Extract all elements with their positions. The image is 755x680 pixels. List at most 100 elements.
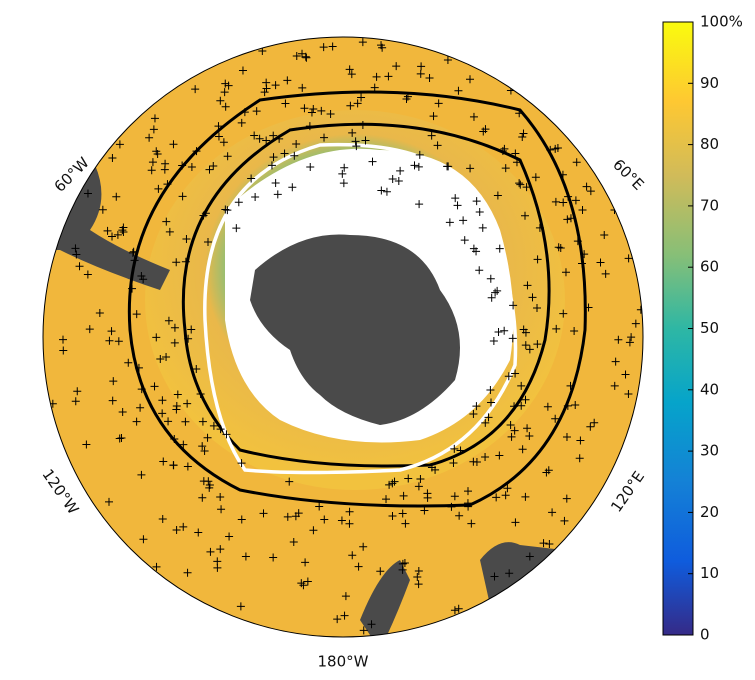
- float-marker: [95, 309, 104, 318]
- float-marker: [414, 482, 423, 491]
- float-marker: [531, 173, 540, 182]
- float-marker: [427, 131, 436, 140]
- float-marker: [377, 41, 386, 50]
- float-marker: [214, 132, 223, 141]
- colorbar-tick-label: 50: [700, 319, 719, 337]
- float-marker: [147, 166, 156, 175]
- float-marker: [398, 565, 407, 574]
- float-marker: [305, 122, 314, 131]
- float-marker: [466, 164, 475, 173]
- float-marker: [150, 382, 159, 391]
- float-marker: [213, 557, 222, 566]
- float-marker: [508, 334, 517, 343]
- float-marker: [152, 333, 161, 342]
- float-marker: [178, 161, 187, 170]
- float-marker: [528, 293, 537, 302]
- float-marker: [118, 407, 127, 416]
- float-marker: [237, 459, 246, 468]
- float-marker: [545, 540, 554, 548]
- float-marker: [546, 145, 555, 154]
- float-marker: [535, 223, 544, 232]
- float-marker: [507, 432, 516, 441]
- front-contour: [127, 90, 587, 508]
- float-marker: [273, 190, 282, 199]
- float-marker: [198, 417, 207, 426]
- float-marker: [152, 147, 161, 156]
- float-marker: [415, 150, 424, 159]
- float-marker: [382, 187, 391, 196]
- float-marker: [467, 519, 476, 528]
- float-marker: [396, 166, 405, 175]
- float-marker: [505, 569, 514, 578]
- float-marker: [533, 255, 542, 264]
- float-marker: [443, 56, 452, 65]
- float-marker: [481, 418, 490, 427]
- float-marker: [129, 247, 138, 256]
- float-marker: [269, 131, 278, 140]
- float-marker: [181, 257, 190, 266]
- float-marker: [187, 163, 196, 172]
- float-marker: [339, 179, 348, 188]
- float-marker: [586, 187, 595, 196]
- float-marker: [158, 409, 167, 418]
- map-border: [42, 36, 644, 638]
- float-marker: [444, 162, 453, 171]
- float-marker: [388, 175, 397, 184]
- float-marker: [493, 286, 502, 295]
- float-marker: [503, 484, 512, 493]
- float-marker: [113, 230, 122, 239]
- float-marker: [280, 149, 289, 158]
- float-marker: [222, 430, 231, 439]
- float-marker: [425, 74, 434, 83]
- float-marker: [216, 96, 225, 105]
- float-marker: [179, 440, 188, 449]
- float-marker: [161, 159, 170, 168]
- float-marker: [611, 357, 620, 366]
- float-marker: [399, 491, 408, 500]
- float-marker: [165, 227, 174, 236]
- float-marker: [181, 417, 190, 426]
- float-marker: [472, 458, 481, 467]
- float-marker: [348, 551, 357, 560]
- float-marker: [223, 206, 232, 215]
- float-marker: [400, 559, 409, 568]
- float-marker: [518, 445, 527, 454]
- float-marker: [511, 369, 520, 378]
- float-marker: [333, 615, 342, 624]
- float-marker: [517, 381, 526, 390]
- float-marker: [183, 399, 192, 408]
- float-marker: [345, 65, 354, 74]
- colorbar-tick-label: 100%: [700, 13, 743, 31]
- float-marker: [401, 519, 410, 528]
- float-marker: [283, 512, 292, 521]
- float-marker: [238, 66, 247, 75]
- float-marker: [586, 422, 595, 431]
- float-marker: [71, 244, 80, 253]
- float-marker: [338, 169, 347, 178]
- float-marker: [319, 43, 328, 52]
- float-marker: [571, 196, 580, 205]
- float-marker: [302, 53, 311, 62]
- float-marker: [539, 539, 548, 548]
- float-marker: [610, 381, 619, 390]
- float-marker: [221, 79, 230, 88]
- float-marker: [494, 327, 503, 336]
- float-marker: [300, 104, 309, 113]
- float-marker: [198, 493, 207, 502]
- float-marker: [515, 179, 524, 188]
- float-marker: [376, 567, 385, 576]
- float-marker: [385, 480, 394, 489]
- float-marker: [178, 192, 187, 201]
- float-marker: [575, 454, 584, 463]
- float-marker: [367, 620, 376, 629]
- float-marker: [398, 509, 407, 518]
- float-marker: [490, 572, 499, 581]
- float-marker: [414, 162, 423, 171]
- float-marker: [236, 602, 245, 611]
- float-marker: [392, 62, 401, 71]
- float-marker: [521, 341, 530, 350]
- float-marker: [203, 433, 212, 442]
- float-marker: [108, 396, 117, 405]
- float-marker: [232, 224, 241, 233]
